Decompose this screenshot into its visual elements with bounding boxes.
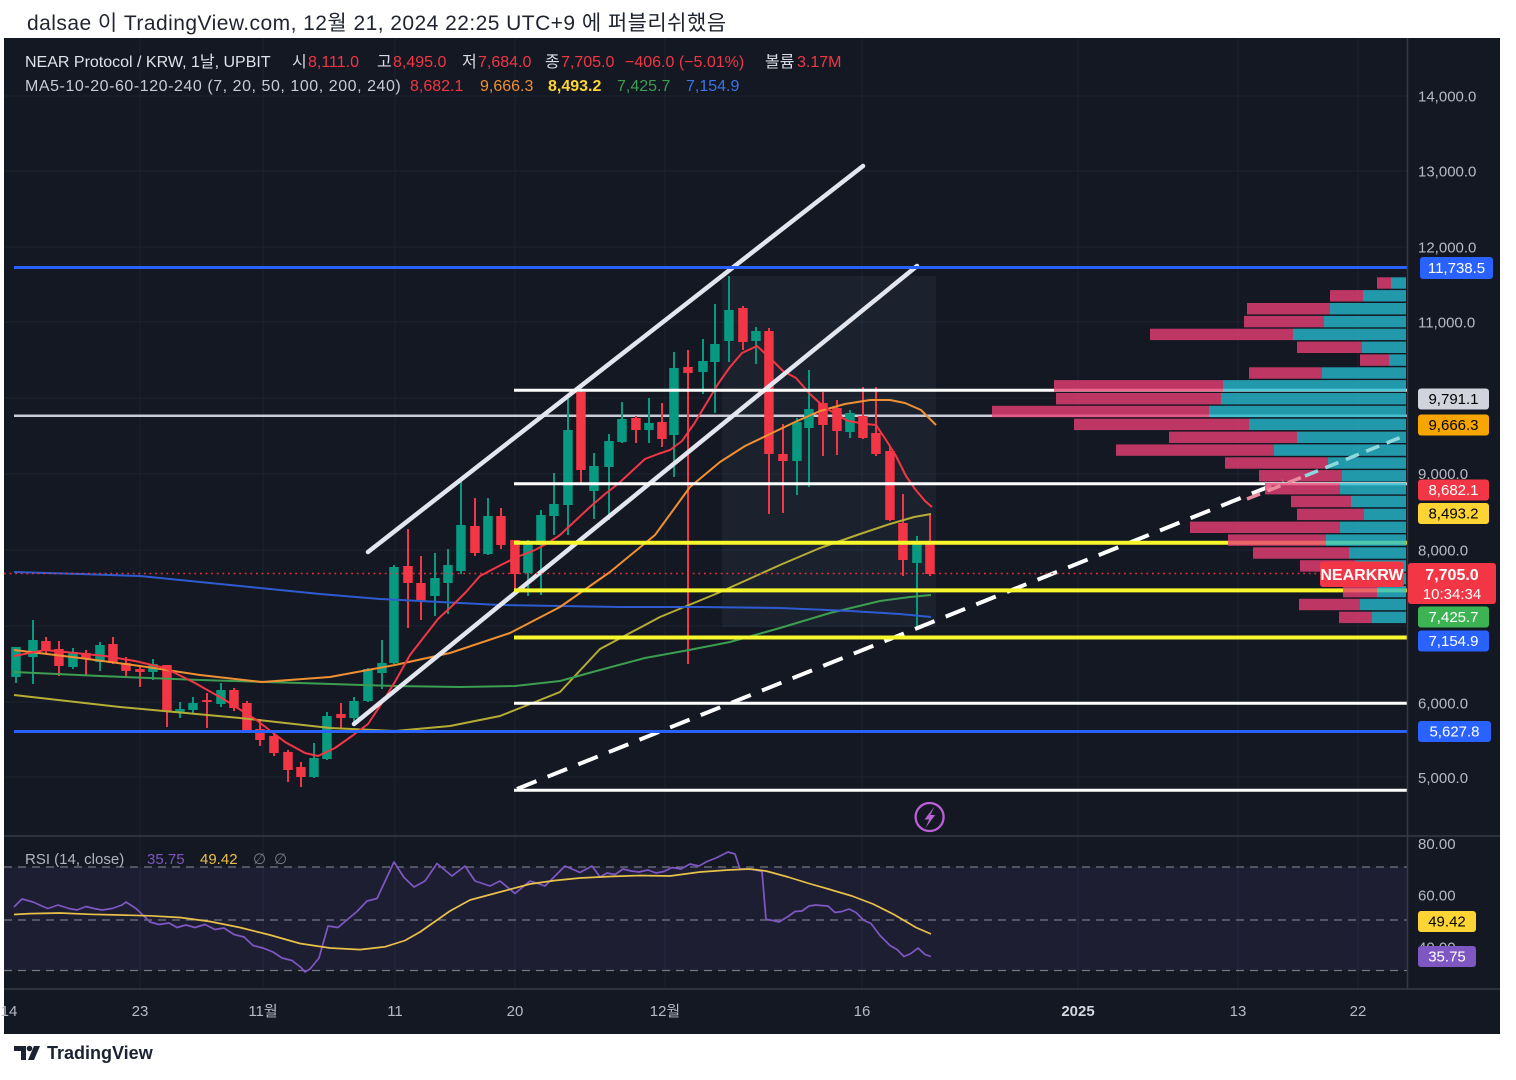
svg-text:NEARKRW: NEARKRW	[1320, 567, 1404, 584]
svg-text:8,682.1: 8,682.1	[1428, 482, 1478, 499]
svg-text:49.42: 49.42	[200, 851, 238, 868]
svg-text:9,791.1: 9,791.1	[1428, 391, 1478, 408]
svg-text:7,425.7: 7,425.7	[1428, 609, 1478, 626]
svg-text:23: 23	[132, 1003, 149, 1020]
svg-text:9,000.0: 9,000.0	[1418, 466, 1468, 483]
svg-text:11: 11	[387, 1003, 403, 1020]
svg-text:13: 13	[1230, 1003, 1247, 1020]
svg-text:∅: ∅	[253, 851, 266, 868]
svg-text:22: 22	[1350, 1003, 1367, 1020]
svg-text:8,493.2: 8,493.2	[1428, 506, 1478, 523]
svg-text:13,000.0: 13,000.0	[1418, 164, 1476, 181]
svg-text:2025: 2025	[1061, 1003, 1094, 1020]
svg-text:6,000.0: 6,000.0	[1418, 696, 1468, 713]
svg-text:MA5-10-20-60-120-240 (7, 20, 5: MA5-10-20-60-120-240 (7, 20, 50, 100, 20…	[25, 78, 739, 95]
svg-text:5,627.8: 5,627.8	[1429, 724, 1479, 741]
svg-text:7,154.9: 7,154.9	[1428, 633, 1478, 650]
svg-text:12월: 12월	[650, 1003, 681, 1020]
svg-text:RSI (14, close): RSI (14, close)	[25, 851, 124, 868]
svg-text:60.00: 60.00	[1418, 888, 1456, 905]
svg-text:16: 16	[854, 1003, 871, 1020]
svg-text:5,000.0: 5,000.0	[1418, 770, 1468, 787]
svg-text:20: 20	[507, 1003, 524, 1020]
svg-text:12,000.0: 12,000.0	[1418, 240, 1476, 257]
svg-text:80.00: 80.00	[1418, 836, 1456, 853]
svg-text:7,705.0: 7,705.0	[1425, 567, 1478, 584]
svg-text:11월: 11월	[248, 1003, 277, 1020]
svg-text:8,000.0: 8,000.0	[1418, 543, 1468, 560]
svg-text:14: 14	[1, 1003, 18, 1020]
svg-text:11,738.5: 11,738.5	[1428, 260, 1485, 277]
svg-text:TradingView: TradingView	[47, 1043, 154, 1063]
svg-text:∅: ∅	[274, 851, 287, 868]
svg-text:11,000.0: 11,000.0	[1418, 315, 1475, 332]
svg-text:35.75: 35.75	[1428, 949, 1466, 966]
svg-text:10:34:34: 10:34:34	[1423, 586, 1481, 603]
svg-text:49.42: 49.42	[1428, 914, 1466, 931]
svg-text:9,666.3: 9,666.3	[1428, 417, 1478, 434]
svg-text:35.75: 35.75	[147, 851, 185, 868]
svg-text:NEAR Protocol / KRW, 1날, UPBIT: NEAR Protocol / KRW, 1날, UPBIT 시8,111.0 고8…	[25, 53, 841, 71]
svg-text:14,000.0: 14,000.0	[1418, 89, 1476, 106]
